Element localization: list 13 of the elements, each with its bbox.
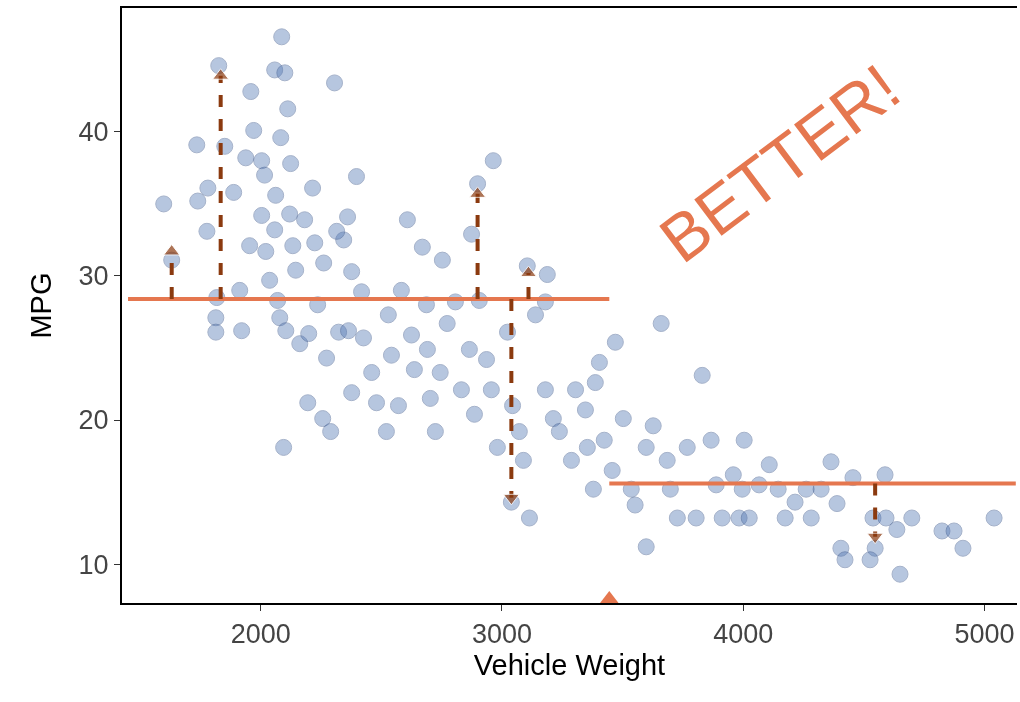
point	[866, 532, 884, 545]
x-tick-label: 3000	[471, 619, 532, 650]
y-tick-label: 20	[78, 405, 109, 436]
y-tick-label: 10	[78, 549, 109, 580]
y-tick-label: 30	[78, 261, 109, 292]
y-tick-label: 40	[78, 117, 109, 148]
x-tick-label: 5000	[954, 619, 1015, 650]
y-axis-title: MPG	[25, 272, 58, 339]
x-axis-title: Vehicle Weight	[473, 649, 666, 682]
point	[163, 243, 181, 256]
x-tick-label: 4000	[713, 619, 774, 650]
point	[502, 493, 520, 506]
x-tick-label: 2000	[230, 619, 291, 650]
